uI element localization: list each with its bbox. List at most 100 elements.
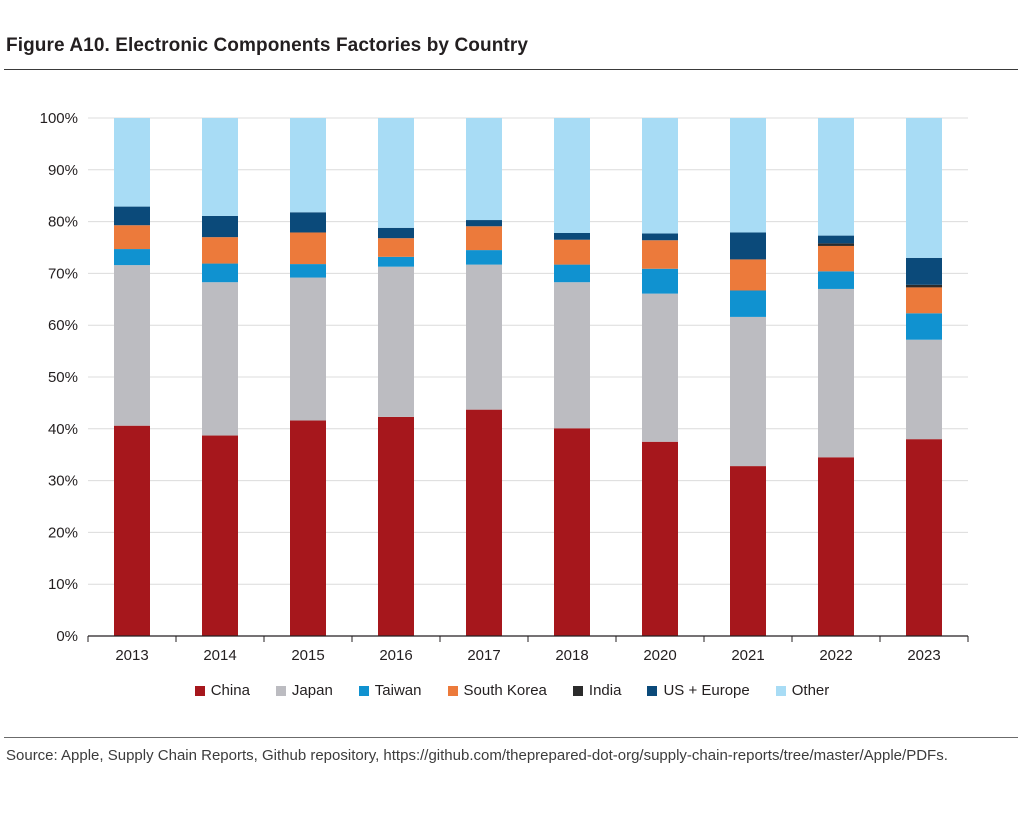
- bar-segment: [554, 239, 590, 265]
- bar-segment: [202, 282, 238, 436]
- bar-segment: [730, 118, 766, 233]
- bar-segment: [554, 428, 590, 636]
- bar-segment: [642, 233, 678, 241]
- figure-title: Figure A10. Electronic Components Factor…: [6, 35, 529, 56]
- bar-segment: [730, 466, 766, 636]
- legend-label: China: [210, 682, 250, 699]
- bar-segment: [818, 457, 854, 636]
- legend-item: India: [572, 682, 622, 699]
- bar-segment: [290, 118, 326, 213]
- x-tick-label: 2022: [819, 647, 852, 664]
- x-tick-label: 2021: [731, 647, 764, 664]
- y-tick-label: 70%: [48, 265, 78, 282]
- bar-segment: [466, 264, 502, 410]
- bar-segment: [378, 266, 414, 417]
- bar-segment: [906, 339, 942, 440]
- bar-segment: [114, 265, 150, 426]
- bar-segment: [818, 245, 854, 272]
- legend-label: South Korea: [463, 682, 547, 699]
- bar-segment: [818, 235, 854, 244]
- legend-swatch: [275, 685, 286, 696]
- source-note: Source: Apple, Supply Chain Reports, Git…: [6, 747, 948, 764]
- bar-segment: [730, 316, 766, 467]
- bar-segment: [554, 232, 590, 240]
- bar-segment: [554, 282, 590, 429]
- y-tick-label: 40%: [48, 421, 78, 438]
- bar-segment: [642, 441, 678, 636]
- legend-label: Japan: [291, 682, 333, 699]
- bar-segment: [906, 284, 942, 288]
- bar-segment: [202, 435, 238, 636]
- bar-segment: [378, 118, 414, 228]
- y-tick-label: 90%: [48, 162, 78, 179]
- legend-label: Taiwan: [374, 682, 422, 699]
- source-rule: [4, 737, 1018, 738]
- y-tick-label: 100%: [40, 110, 78, 127]
- axes: 0% 10% 20% 30% 40% 50% 60% 70% 80% 90% 100% 2013 201…: [40, 110, 969, 664]
- legend-item: China: [194, 682, 250, 699]
- bar-segment: [818, 243, 854, 246]
- bar-segment: [114, 118, 150, 207]
- title-rule: [4, 69, 1018, 70]
- bar-segment: [378, 256, 414, 267]
- bar-segment: [554, 264, 590, 283]
- legend-item: Taiwan: [358, 682, 422, 699]
- bar-segment: [642, 293, 678, 442]
- y-tick-label: 0%: [56, 628, 78, 645]
- bar-segment: [818, 288, 854, 458]
- x-tick-label: 2016: [379, 647, 412, 664]
- bar-segment: [290, 277, 326, 421]
- x-tick-label: 2014: [203, 647, 236, 664]
- bar-segment: [114, 249, 150, 266]
- legend-label: India: [588, 682, 622, 699]
- bar-segment: [554, 118, 590, 233]
- legend-swatch: [647, 685, 658, 696]
- bar-segment: [378, 416, 414, 636]
- legend-item: US + Europe: [647, 682, 750, 699]
- legend-swatch: [358, 685, 369, 696]
- bar-segment: [290, 420, 326, 636]
- x-tick-label: 2018: [555, 647, 588, 664]
- bar-segment: [730, 259, 766, 291]
- x-tick-label: 2013: [115, 647, 148, 664]
- bar-segment: [290, 232, 326, 265]
- bar-segment: [466, 409, 502, 636]
- bar-segment: [202, 118, 238, 216]
- legend-label: Other: [791, 682, 830, 699]
- bar-segment: [906, 257, 942, 285]
- bar-segment: [906, 287, 942, 314]
- bars: [114, 118, 942, 636]
- bar-segment: [378, 227, 414, 239]
- bar-segment: [202, 237, 238, 264]
- bar-segment: [114, 425, 150, 636]
- bar-segment: [114, 206, 150, 226]
- bar-segment: [466, 226, 502, 251]
- bar-segment: [730, 232, 766, 260]
- bar-segment: [466, 118, 502, 221]
- legend-item: South Korea: [447, 682, 547, 699]
- bar-segment: [290, 264, 326, 278]
- x-tick-label: 2020: [643, 647, 676, 664]
- stacked-bar-chart: 0% 10% 20% 30% 40% 50% 60% 70% 80% 90% 100% 2013 201…: [40, 110, 969, 664]
- bar-segment: [202, 263, 238, 283]
- bar-segment: [378, 238, 414, 257]
- x-tick-label: 2017: [467, 647, 500, 664]
- y-tick-label: 80%: [48, 214, 78, 231]
- legend-label: US + Europe: [663, 682, 750, 699]
- legend-swatch: [194, 685, 205, 696]
- bar-segment: [642, 268, 678, 294]
- bar-segment: [642, 240, 678, 269]
- x-tick-label: 2023: [907, 647, 940, 664]
- y-tick-label: 30%: [48, 473, 78, 490]
- y-tick-label: 10%: [48, 576, 78, 593]
- bar-segment: [466, 220, 502, 227]
- bar-segment: [114, 225, 150, 250]
- bar-segment: [290, 212, 326, 233]
- x-tick-label: 2015: [291, 647, 324, 664]
- chart-legend: China Japan Taiwan South Korea India US + Eur…: [0, 682, 1024, 699]
- bar-segment: [202, 215, 238, 238]
- legend-item: Other: [775, 682, 830, 699]
- y-tick-label: 60%: [48, 317, 78, 334]
- legend-swatch: [572, 685, 583, 696]
- bar-segment: [906, 439, 942, 636]
